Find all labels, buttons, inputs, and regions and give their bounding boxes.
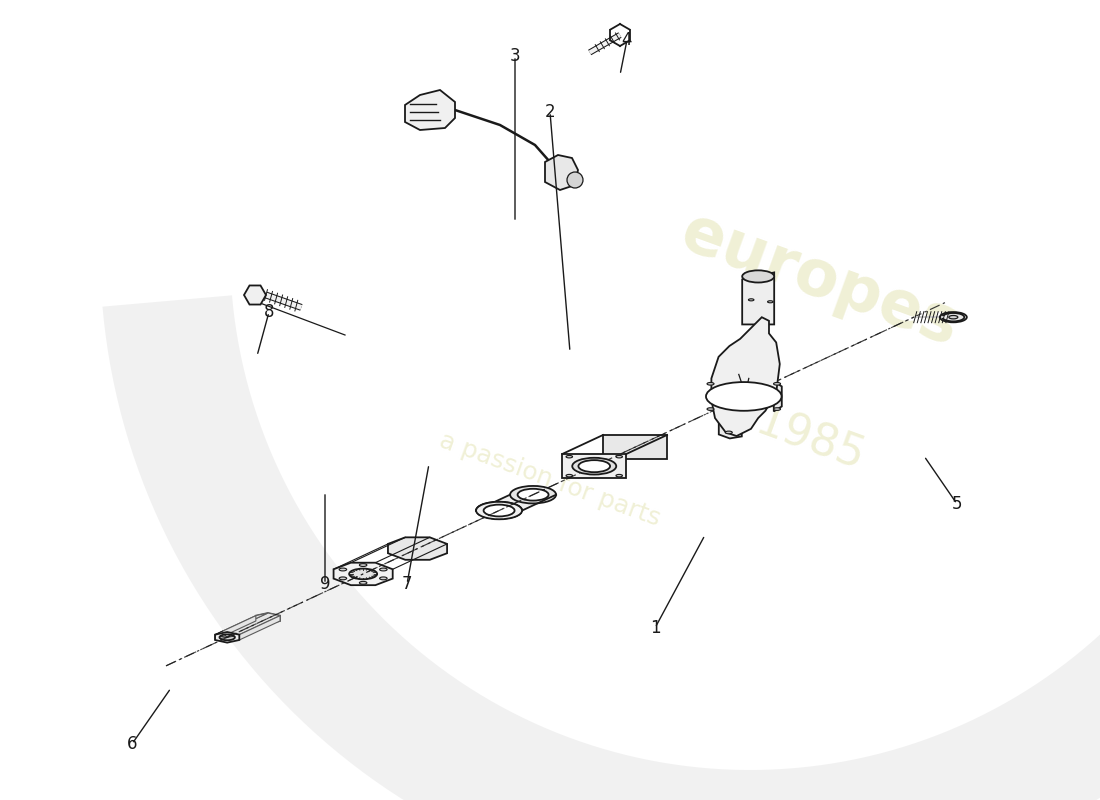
Polygon shape (216, 613, 268, 634)
Text: a passion for parts: a passion for parts (436, 429, 664, 531)
Polygon shape (773, 382, 782, 411)
Polygon shape (240, 616, 280, 640)
Polygon shape (476, 486, 557, 510)
Ellipse shape (339, 568, 346, 571)
Ellipse shape (616, 474, 623, 477)
Polygon shape (544, 155, 578, 190)
Ellipse shape (572, 458, 616, 474)
Polygon shape (244, 286, 266, 305)
Ellipse shape (349, 569, 377, 579)
Ellipse shape (773, 408, 781, 410)
Ellipse shape (220, 634, 235, 640)
Ellipse shape (484, 505, 515, 517)
Ellipse shape (360, 564, 367, 566)
Ellipse shape (768, 301, 773, 303)
Text: europes: europes (672, 201, 968, 359)
Ellipse shape (774, 395, 781, 398)
Text: 1985: 1985 (749, 401, 870, 479)
Ellipse shape (707, 408, 714, 410)
Ellipse shape (360, 582, 367, 584)
Polygon shape (718, 418, 741, 438)
Text: 1: 1 (650, 619, 660, 637)
Text: 5: 5 (952, 495, 962, 513)
Ellipse shape (943, 313, 965, 322)
Text: 3: 3 (509, 47, 520, 65)
Ellipse shape (579, 460, 610, 472)
Ellipse shape (616, 455, 623, 458)
Text: 9: 9 (320, 575, 330, 593)
Ellipse shape (379, 577, 387, 580)
Ellipse shape (707, 382, 714, 385)
Polygon shape (562, 454, 626, 478)
Ellipse shape (379, 568, 387, 571)
Ellipse shape (716, 386, 772, 407)
Polygon shape (216, 616, 256, 640)
Text: 7: 7 (402, 575, 412, 593)
Polygon shape (102, 295, 1100, 800)
Ellipse shape (725, 431, 733, 434)
Polygon shape (712, 318, 780, 436)
Text: 6: 6 (126, 735, 138, 753)
Polygon shape (388, 538, 447, 560)
Text: 2: 2 (544, 103, 556, 121)
Polygon shape (405, 90, 455, 130)
Circle shape (566, 172, 583, 188)
Text: 8: 8 (264, 303, 274, 321)
Ellipse shape (476, 502, 522, 519)
Ellipse shape (773, 382, 781, 385)
Ellipse shape (566, 474, 572, 477)
Polygon shape (603, 435, 667, 459)
Ellipse shape (742, 270, 774, 282)
Polygon shape (742, 273, 774, 325)
Ellipse shape (510, 486, 557, 503)
Text: 4: 4 (621, 31, 632, 49)
Ellipse shape (706, 382, 782, 410)
Polygon shape (333, 562, 393, 585)
Ellipse shape (949, 315, 958, 319)
Ellipse shape (748, 298, 754, 301)
Ellipse shape (518, 489, 549, 501)
Polygon shape (256, 613, 280, 624)
Ellipse shape (566, 455, 572, 458)
Polygon shape (228, 613, 280, 634)
Ellipse shape (339, 577, 346, 580)
Polygon shape (216, 632, 240, 642)
